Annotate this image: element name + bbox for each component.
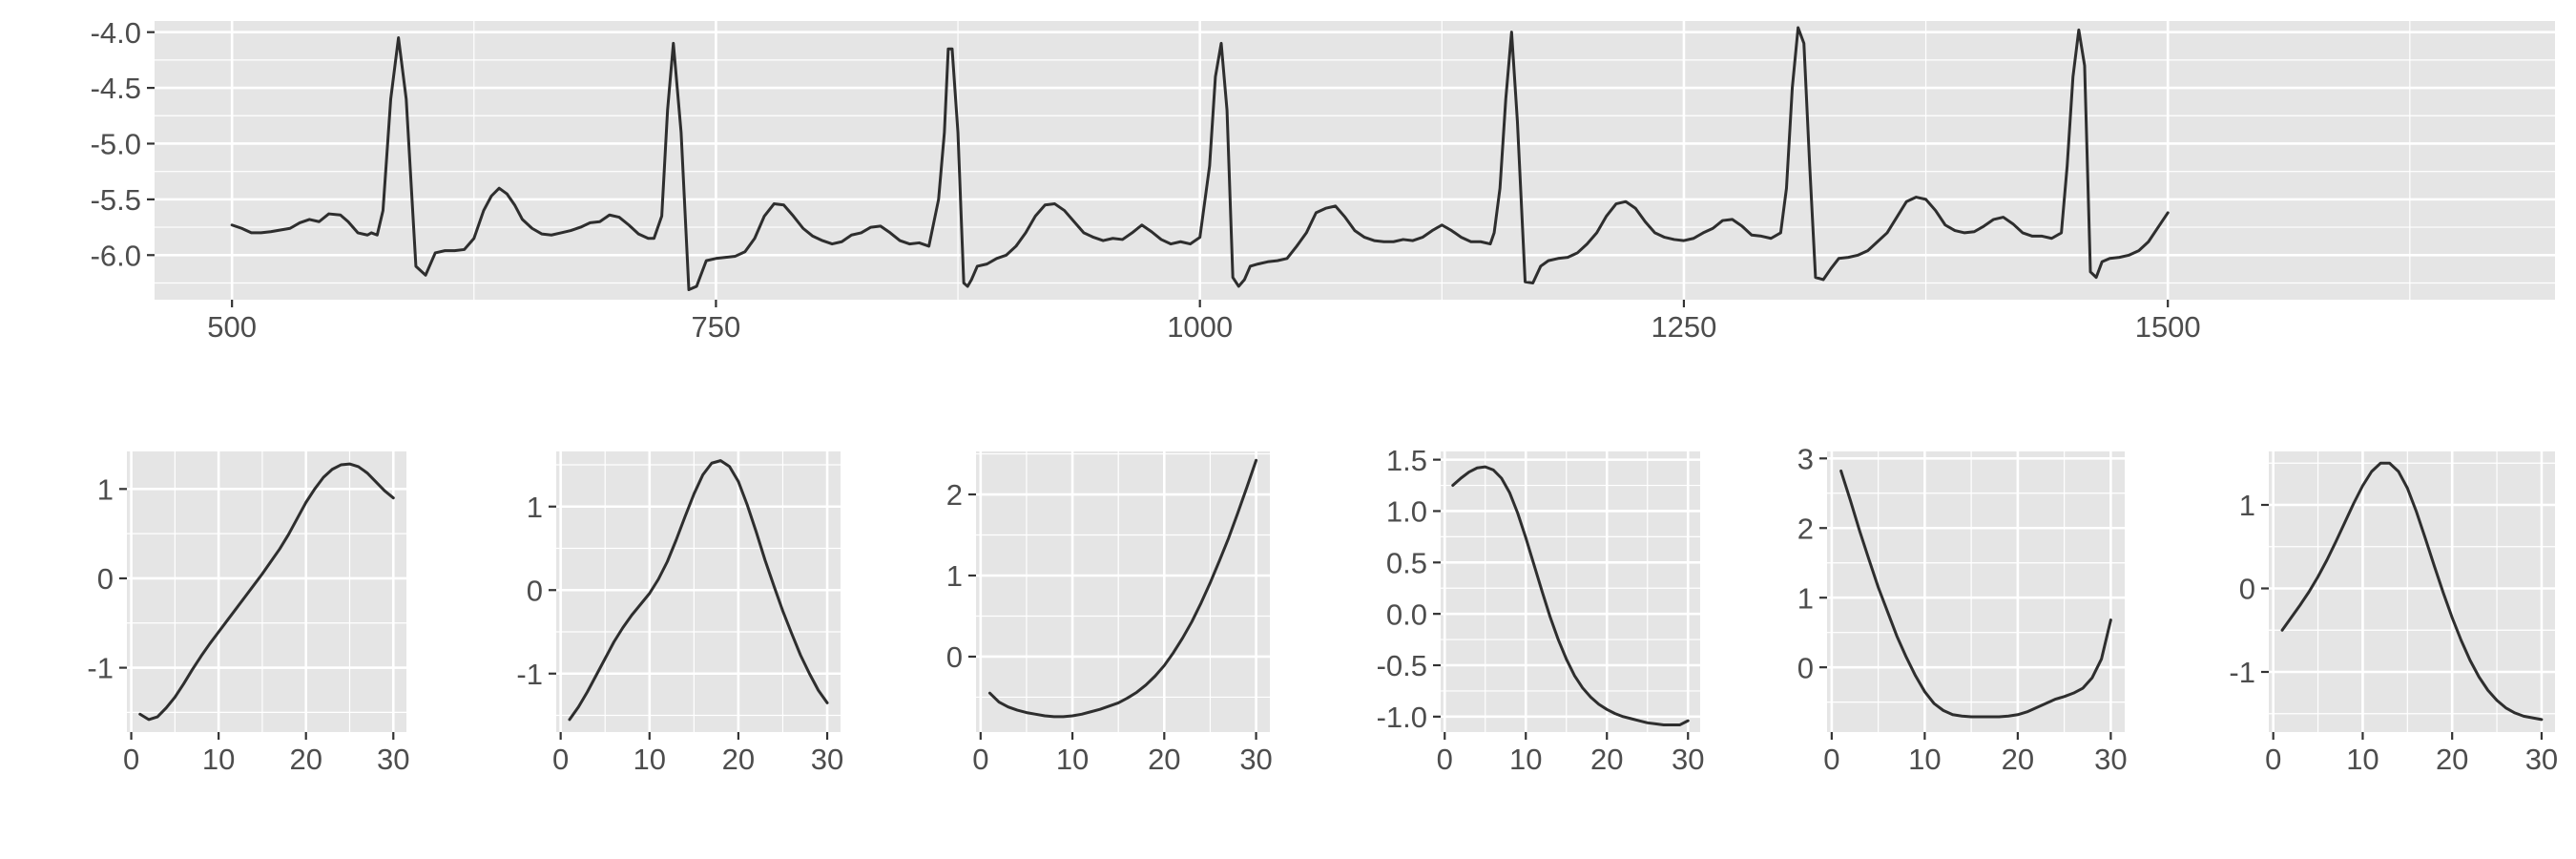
y-tick-label: 0: [2239, 573, 2255, 606]
series-line: [2280, 461, 2544, 722]
x-tick-label: 30: [377, 743, 409, 776]
x-tick-label: 0: [972, 743, 988, 776]
x-tick-label: 1000: [1167, 310, 1233, 344]
x-tick-label: 10: [202, 743, 235, 776]
chart-sub-6: 0 10 20 30 -1 0 1: [2229, 451, 2558, 776]
x-tick-label: 500: [207, 310, 257, 344]
x-tick-label: 10: [1056, 743, 1089, 776]
y-tick-label: 1.5: [1386, 444, 1427, 477]
x-tick-label: 1500: [2135, 310, 2201, 344]
panel-background: [127, 451, 406, 732]
y-tick-label: 0: [1797, 651, 1814, 684]
x-tick-label: 10: [1908, 743, 1941, 776]
x-tick-label: 20: [289, 743, 322, 776]
x-tick-label: 10: [2346, 743, 2379, 776]
x-tick-label: 0: [1823, 743, 1839, 776]
panel-background: [976, 451, 1270, 732]
series-line: [987, 458, 1258, 719]
y-tick-label: 2: [1797, 512, 1814, 545]
y-tick-label: 0: [527, 574, 543, 607]
x-tick-label: 30: [811, 743, 843, 776]
series-line: [138, 462, 395, 722]
x-tick-label: 30: [1239, 743, 1272, 776]
chart-sub-5: 0 10 20 30 0 1 2 3: [1797, 442, 2128, 776]
x-tick-label: 20: [2436, 743, 2468, 776]
y-tick-label: -5.5: [91, 183, 141, 217]
chart-main: 500 750 1000 1250 1500 -6.0 -5.5 -5.0 -4.5 -4.0: [91, 16, 2555, 344]
x-tick-label: 1250: [1651, 310, 1716, 344]
panel-background: [2269, 451, 2555, 732]
y-tick-label: -5.0: [91, 128, 141, 161]
x-tick-label: 10: [634, 743, 666, 776]
x-tick-label: 30: [2525, 743, 2558, 776]
y-tick-label: 0.5: [1386, 546, 1427, 579]
series-line: [1839, 469, 2112, 719]
y-tick-label: 1: [527, 491, 543, 524]
y-tick-label: 0: [97, 562, 114, 596]
y-tick-label: -0.5: [1377, 649, 1427, 682]
chart-sub-4: 0 10 20 30 -1.0 -0.5 0.0 0.5 1.0 1.5: [1377, 444, 1705, 776]
x-tick-label: 0: [552, 743, 569, 776]
y-tick-label: 3: [1797, 442, 1814, 475]
chart-sub-1: 0 10 20 30 -1 0 1: [87, 451, 410, 776]
y-tick-label: -6.0: [91, 239, 141, 272]
x-tick-label: 0: [123, 743, 139, 776]
x-tick-label: 30: [1672, 743, 1704, 776]
y-tick-label: 0.0: [1386, 597, 1427, 631]
x-tick-label: 20: [1590, 743, 1623, 776]
y-tick-label: 1.0: [1386, 495, 1427, 529]
x-tick-label: 10: [1509, 743, 1542, 776]
series-line: [568, 459, 829, 722]
y-tick-label: 1: [946, 559, 963, 593]
y-tick-label: -1: [87, 652, 114, 685]
series-line: [1451, 465, 1690, 726]
x-tick-label: 20: [2002, 743, 2034, 776]
x-tick-label: 30: [2094, 743, 2127, 776]
x-tick-label: 0: [2265, 743, 2281, 776]
y-tick-label: -4.5: [91, 72, 141, 105]
x-tick-label: 20: [1148, 743, 1180, 776]
x-tick-label: 750: [692, 310, 741, 344]
chart-sub-3: 0 10 20 30 0 1 2: [946, 451, 1273, 776]
chart-sub-2: 0 10 20 30 -1 0 1: [516, 451, 843, 776]
y-tick-label: -1: [2229, 656, 2255, 689]
panel-background: [1827, 451, 2125, 732]
series-line: [230, 26, 2170, 291]
y-tick-label: 1: [2239, 489, 2255, 522]
y-tick-label: 1: [1797, 581, 1814, 615]
y-tick-label: -4.0: [91, 16, 141, 50]
y-tick-label: 2: [946, 478, 963, 512]
panel-background: [556, 451, 841, 732]
panel-background: [1441, 451, 1700, 732]
panel-background: [155, 21, 2555, 300]
x-tick-label: 20: [722, 743, 755, 776]
y-tick-label: -1: [516, 658, 543, 691]
x-tick-label: 0: [1437, 743, 1453, 776]
y-tick-label: 0: [946, 640, 963, 674]
y-tick-label: -1.0: [1377, 701, 1427, 734]
y-tick-label: 1: [97, 472, 114, 506]
